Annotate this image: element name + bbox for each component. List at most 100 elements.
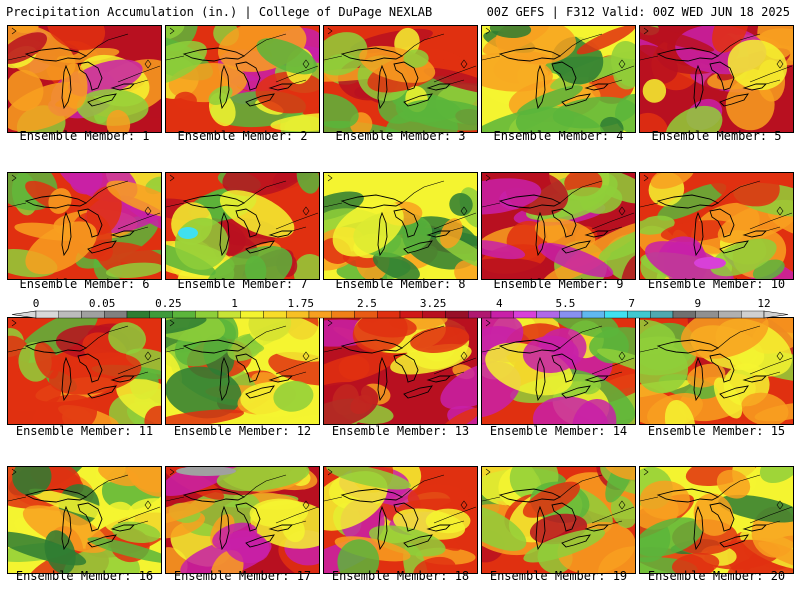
caption-label: Ensemble Member:	[15, 424, 132, 438]
caption-label: Ensemble Member:	[331, 569, 448, 583]
colorbar-swatch	[468, 310, 492, 319]
ensemble-member-caption: Ensemble Member: 17	[165, 569, 320, 583]
colorbar-swatch	[35, 310, 59, 319]
ensemble-member-caption: Ensemble Member: 20	[639, 569, 794, 583]
caption-label: Ensemble Member:	[489, 424, 606, 438]
ensemble-member-caption: Ensemble Member: 14	[481, 424, 636, 438]
colorbar-tick-label: 7	[628, 297, 635, 310]
caption-label: Ensemble Member:	[647, 424, 764, 438]
ensemble-member-map	[481, 25, 636, 133]
colorbar-tick-label: 5.5	[555, 297, 576, 310]
caption-label: Ensemble Member:	[493, 277, 610, 291]
ensemble-member-caption: Ensemble Member: 11	[7, 424, 162, 438]
colorbar-swatch	[377, 310, 401, 319]
ensemble-member-caption: Ensemble Member: 15	[639, 424, 794, 438]
caption-number: 4	[616, 129, 624, 143]
caption-label: Ensemble Member:	[173, 424, 290, 438]
ensemble-member-map	[639, 172, 794, 280]
colorbar-tick-label: 0.05	[88, 297, 116, 310]
caption-number: 19	[612, 569, 628, 583]
colorbar-swatch	[718, 310, 742, 319]
ensemble-member-map	[323, 317, 478, 425]
ensemble-member-map	[639, 25, 794, 133]
caption-number: 14	[612, 424, 628, 438]
caption-number: 12	[296, 424, 312, 438]
colorbar-swatch	[536, 310, 560, 319]
caption-label: Ensemble Member:	[647, 569, 764, 583]
caption-label: Ensemble Member:	[493, 129, 610, 143]
caption-label: Ensemble Member:	[335, 129, 452, 143]
colorbar-swatch	[286, 310, 310, 319]
ensemble-member-caption: Ensemble Member: 1	[7, 129, 162, 143]
colorbar-swatch	[741, 310, 765, 319]
ensemble-member-map	[7, 172, 162, 280]
ensemble-member-map	[7, 25, 162, 133]
ensemble-member-map	[323, 466, 478, 574]
ensemble-member-caption: Ensemble Member: 4	[481, 129, 636, 143]
caption-number: 3	[458, 129, 466, 143]
ensemble-member-caption: Ensemble Member: 12	[165, 424, 320, 438]
colorbar-arrow-right	[763, 310, 789, 319]
ensemble-member-map	[323, 172, 478, 280]
caption-label: Ensemble Member:	[19, 277, 136, 291]
colorbar-swatch	[513, 310, 537, 319]
caption-number: 10	[770, 277, 786, 291]
colorbar-tick-label: 1	[231, 297, 238, 310]
caption-label: Ensemble Member:	[177, 277, 294, 291]
colorbar-swatch	[445, 310, 469, 319]
colorbar-swatch	[172, 310, 196, 319]
caption-number: 17	[296, 569, 312, 583]
caption-number: 16	[138, 569, 154, 583]
caption-label: Ensemble Member:	[651, 129, 768, 143]
colorbar-swatch	[81, 310, 105, 319]
ensemble-member-caption: Ensemble Member: 18	[323, 569, 478, 583]
colorbar-swatch	[399, 310, 423, 319]
ensemble-member-map	[165, 25, 320, 133]
colorbar-swatch	[672, 310, 696, 319]
ensemble-member-map	[323, 25, 478, 133]
colorbar-tick-label: 12	[757, 297, 771, 310]
colorbar-tick-label: 2.5	[356, 297, 377, 310]
caption-label: Ensemble Member:	[177, 129, 294, 143]
colorbar-tick-label: 4	[495, 297, 503, 310]
caption-number: 7	[300, 277, 308, 291]
caption-number: 5	[774, 129, 782, 143]
caption-label: Ensemble Member:	[173, 569, 290, 583]
caption-label: Ensemble Member:	[335, 277, 452, 291]
ensemble-member-caption: Ensemble Member: 10	[639, 277, 794, 291]
ensemble-member-caption: Ensemble Member: 6	[7, 277, 162, 291]
ensemble-member-caption: Ensemble Member: 8	[323, 277, 478, 291]
ensemble-member-map	[165, 466, 320, 574]
caption-number: 6	[142, 277, 150, 291]
ensemble-member-map	[7, 466, 162, 574]
colorbar-swatch	[195, 310, 219, 319]
ensemble-member-caption: Ensemble Member: 3	[323, 129, 478, 143]
ensemble-member-map	[165, 172, 320, 280]
ensemble-member-caption: Ensemble Member: 7	[165, 277, 320, 291]
colorbar-swatch	[604, 310, 628, 319]
caption-label: Ensemble Member:	[647, 277, 764, 291]
colorbar-swatch	[104, 310, 128, 319]
colorbar-swatch	[240, 310, 264, 319]
ensemble-member-map	[7, 317, 162, 425]
caption-number: 11	[138, 424, 154, 438]
caption-label: Ensemble Member:	[489, 569, 606, 583]
colorbar-swatch	[217, 310, 241, 319]
colorbar-swatch	[581, 310, 605, 319]
caption-number: 18	[454, 569, 470, 583]
caption-number: 9	[616, 277, 624, 291]
ensemble-member-caption: Ensemble Member: 16	[7, 569, 162, 583]
page-title: Precipitation Accumulation (in.) | Colle…	[6, 5, 433, 19]
caption-number: 2	[300, 129, 308, 143]
colorbar-arrow-left	[11, 310, 37, 319]
colorbar-tick-label: 9	[694, 297, 702, 310]
colorbar-tick-label: 0.25	[155, 297, 182, 310]
colorbar-swatch	[58, 310, 82, 319]
colorbar-swatch	[308, 310, 332, 319]
colorbar-swatch	[354, 310, 378, 319]
run-valid-time: 00Z GEFS | F312 Valid: 00Z WED JUN 18 20…	[486, 5, 790, 19]
caption-label: Ensemble Member:	[15, 569, 132, 583]
colorbar-tick-label: 0	[32, 297, 40, 310]
ensemble-member-caption: Ensemble Member: 13	[323, 424, 478, 438]
ensemble-member-caption: Ensemble Member: 19	[481, 569, 636, 583]
